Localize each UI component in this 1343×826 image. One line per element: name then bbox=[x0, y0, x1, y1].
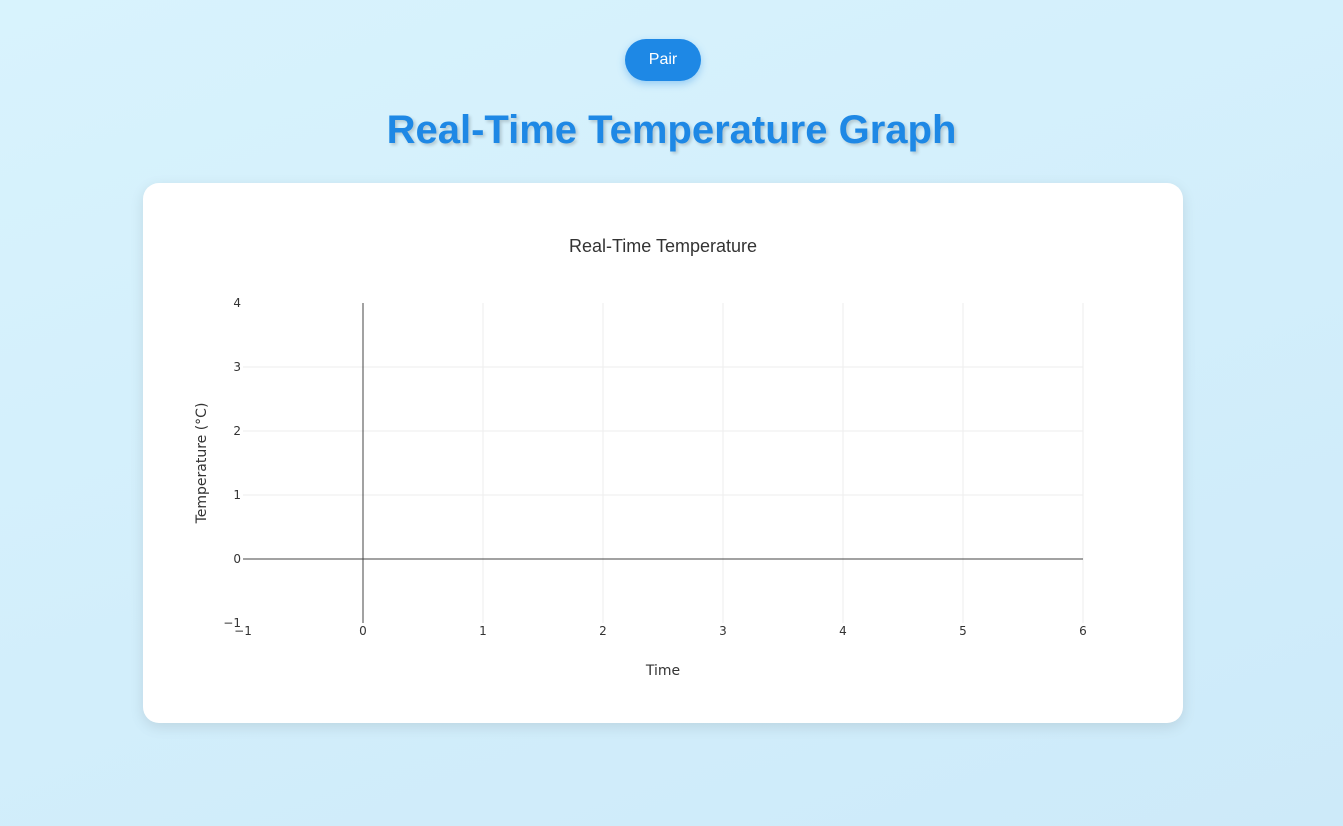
grid-lines bbox=[243, 303, 1084, 623]
temperature-chart[interactable]: Real-Time Temperature −1 0 1 2 3 4 5 6 −101234 … bbox=[143, 183, 1183, 723]
y-tick-label: 0 bbox=[233, 552, 241, 566]
y-tick-label: 2 bbox=[233, 424, 241, 438]
axis-lines bbox=[243, 303, 1083, 623]
x-tick-label: −1 bbox=[234, 624, 252, 638]
y-axis-label: Temperature (°C) bbox=[194, 403, 210, 525]
y-tick-label: 3 bbox=[233, 360, 241, 374]
page-title: Real-Time Temperature Graph bbox=[386, 108, 957, 152]
x-tick-label: 3 bbox=[719, 624, 727, 638]
y-tick-label: 1 bbox=[233, 488, 241, 502]
x-tick-label: 5 bbox=[959, 624, 967, 638]
pair-button[interactable]: Pair bbox=[625, 39, 701, 81]
x-tick-labels: −1 0 1 2 3 4 5 6 bbox=[234, 624, 1087, 638]
x-tick-label: 6 bbox=[1079, 624, 1087, 638]
y-tick-labels: −1 0 1 2 3 4 bbox=[223, 296, 241, 630]
y-tick-label: −1 bbox=[223, 616, 241, 630]
x-tick-label: 0 bbox=[359, 624, 367, 638]
chart-title: Real-Time Temperature bbox=[569, 236, 757, 256]
x-tick-label: 1 bbox=[479, 624, 487, 638]
x-tick-label: 4 bbox=[839, 624, 847, 638]
y-tick-label: 4 bbox=[233, 296, 241, 310]
x-tick-label: 2 bbox=[599, 624, 607, 638]
x-axis-label: Time bbox=[645, 663, 680, 679]
chart-card: Real-Time Temperature −1 0 1 2 3 4 5 6 −1 0 1 2 3 4 … bbox=[143, 183, 1183, 723]
